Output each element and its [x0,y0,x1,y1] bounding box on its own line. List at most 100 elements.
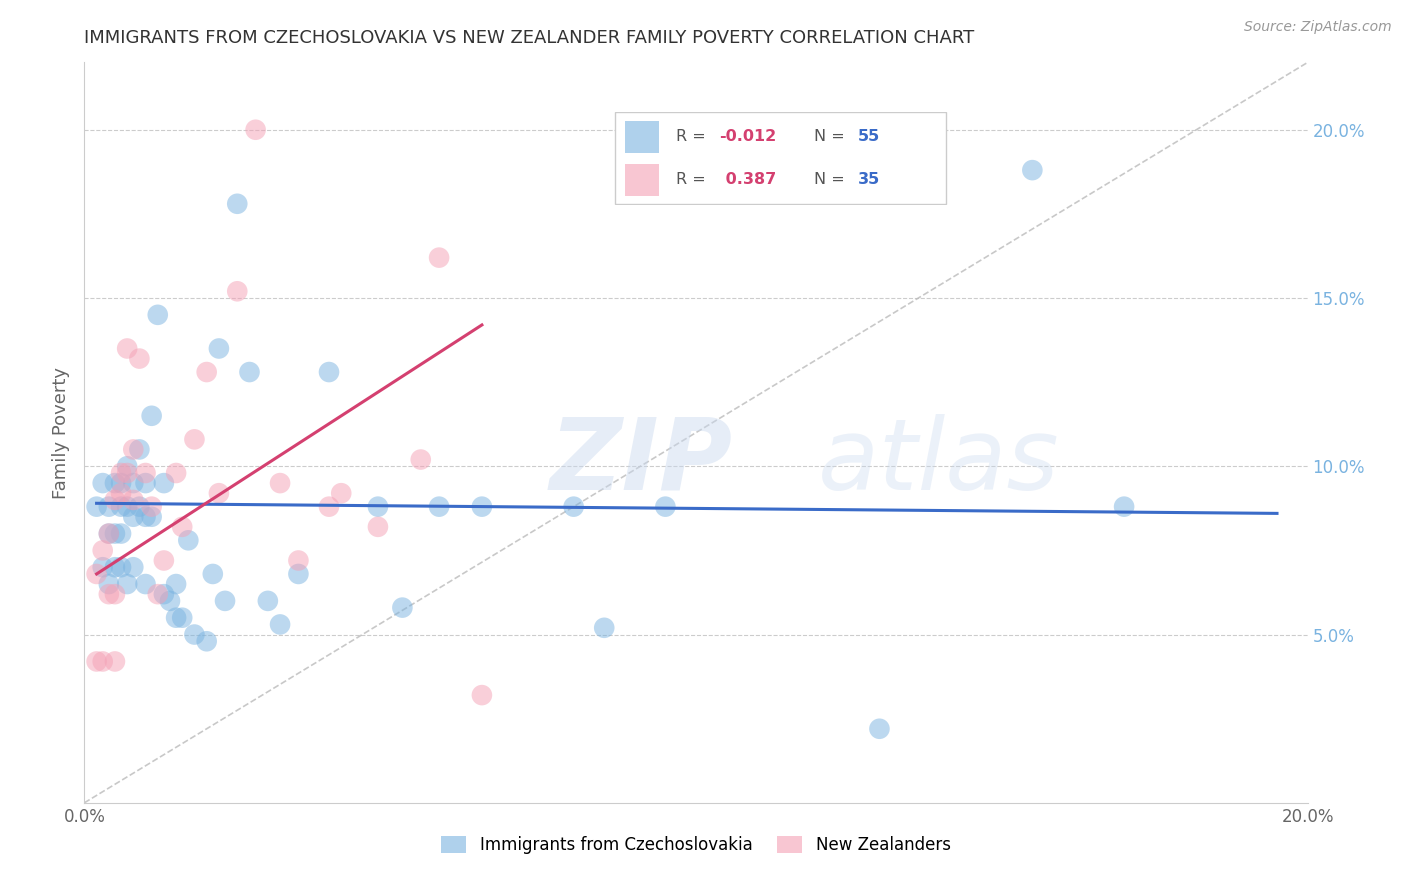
Point [409,452,432,467]
Point [110,560,132,574]
Point [593,621,616,635]
Point [257,594,280,608]
Text: 55: 55 [858,129,880,145]
Point [330,486,353,500]
Point [195,365,218,379]
Point [869,722,891,736]
Point [86,500,108,514]
Text: R =: R = [676,172,710,187]
Point [318,500,340,514]
Point [104,560,127,574]
Point [427,500,450,514]
Point [110,500,132,514]
Point [654,500,676,514]
Point [165,577,187,591]
Point [97,526,120,541]
Point [110,486,132,500]
Point [128,351,150,366]
Text: atlas: atlas [818,414,1060,511]
Point [172,520,194,534]
Point [128,500,150,514]
Legend: Immigrants from Czechoslovakia, New Zealanders: Immigrants from Czechoslovakia, New Zeal… [434,830,957,861]
Point [318,365,340,379]
Point [141,500,163,514]
Text: ZIP: ZIP [550,414,733,511]
Point [1021,163,1043,178]
Point [226,285,249,299]
Point [91,543,114,558]
Point [269,617,291,632]
Point [91,655,114,669]
Point [287,566,309,581]
Point [122,492,145,507]
Point [104,476,127,491]
Point [195,634,218,648]
Point [153,587,176,601]
Point [172,610,194,624]
Point [427,251,450,265]
Point [367,520,389,534]
Point [122,442,145,457]
Point [177,533,200,548]
Point [208,342,231,356]
Point [104,492,127,507]
Point [97,526,120,541]
Point [122,509,145,524]
Point [153,476,176,491]
Text: -0.012: -0.012 [720,129,778,145]
Point [146,308,169,322]
Point [269,476,291,491]
Point [115,577,138,591]
Point [128,442,150,457]
Point [141,409,163,423]
Point [135,577,157,591]
Y-axis label: Family Poverty: Family Poverty [52,367,70,499]
Point [91,476,114,491]
Point [165,610,187,624]
Point [122,560,145,574]
Point [97,577,120,591]
Point [115,500,138,514]
FancyBboxPatch shape [626,164,659,196]
Point [367,500,389,514]
Point [86,655,108,669]
Point [562,500,585,514]
Point [110,476,132,491]
Point [104,526,127,541]
Point [471,500,494,514]
Point [245,122,267,136]
Point [153,553,176,567]
Point [122,476,145,491]
Point [238,365,260,379]
Point [214,594,236,608]
Point [165,466,187,480]
Text: Source: ZipAtlas.com: Source: ZipAtlas.com [1244,20,1392,34]
Point [208,486,231,500]
Point [183,433,205,447]
Point [86,566,108,581]
Point [183,627,205,641]
Point [287,553,309,567]
Point [104,655,127,669]
Text: R =: R = [676,129,710,145]
Point [115,459,138,474]
FancyBboxPatch shape [614,112,946,204]
Point [141,509,163,524]
Text: N =: N = [814,129,851,145]
Point [115,466,138,480]
FancyBboxPatch shape [626,120,659,153]
Point [146,587,169,601]
Point [135,476,157,491]
Point [110,526,132,541]
Point [471,688,494,702]
Point [104,587,127,601]
Point [97,587,120,601]
Point [391,600,413,615]
Point [91,560,114,574]
Point [97,500,120,514]
Point [135,509,157,524]
Text: IMMIGRANTS FROM CZECHOSLOVAKIA VS NEW ZEALANDER FAMILY POVERTY CORRELATION CHART: IMMIGRANTS FROM CZECHOSLOVAKIA VS NEW ZE… [84,29,974,47]
Text: N =: N = [814,172,851,187]
Point [115,342,138,356]
Point [1114,500,1136,514]
